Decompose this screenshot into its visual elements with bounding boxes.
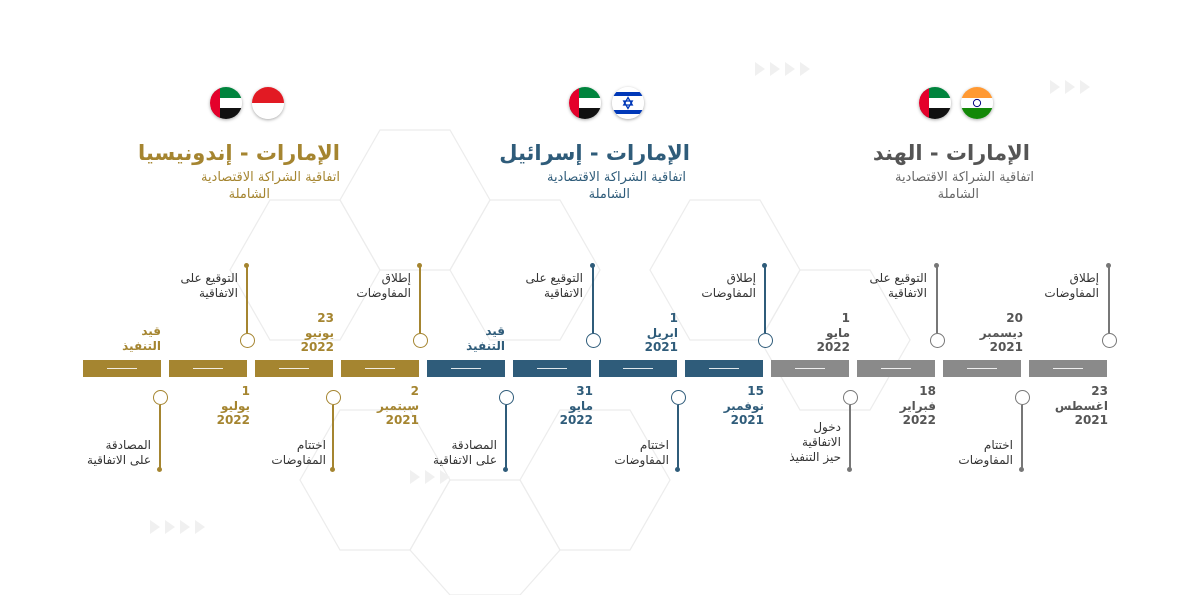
india-group-subtitle: اتفاقية الشراكة الاقتصادية bbox=[894, 170, 1034, 185]
india-signing-label: التوقيع على الاتفاقية bbox=[869, 271, 927, 300]
timeline-segment bbox=[341, 360, 419, 377]
timeline-segment bbox=[599, 360, 677, 377]
timeline-segment bbox=[771, 360, 849, 377]
indonesia-group-subtitle: اتفاقية الشراكة الاقتصادية bbox=[200, 170, 340, 185]
milestone-dot bbox=[762, 263, 767, 268]
milestone-stem bbox=[849, 405, 851, 469]
milestone-stem bbox=[764, 266, 766, 333]
milestone-circle bbox=[1102, 333, 1117, 348]
milestone-stem bbox=[936, 266, 938, 333]
indonesia-enforcement-label: قيد التنفيذ bbox=[122, 324, 161, 353]
indonesia-ratification-date: 1 يوليو 2022 bbox=[216, 384, 250, 427]
indonesia-signing-date: 23 يونيو 2022 bbox=[300, 311, 334, 354]
israel-group-title: الإمارات - إسرائيل bbox=[499, 141, 690, 165]
milestone-dot bbox=[934, 263, 939, 268]
milestone-dot bbox=[1019, 467, 1024, 472]
milestone-stem bbox=[419, 266, 421, 333]
milestone-circle bbox=[843, 390, 858, 405]
uae-flag-icon bbox=[919, 87, 951, 119]
israel-conclusion-date: 1 ابريل 2021 bbox=[644, 311, 678, 354]
india-conclusion-date: 20 ديسمبر 2021 bbox=[979, 311, 1023, 354]
milestone-circle bbox=[671, 390, 686, 405]
milestone-dot bbox=[417, 263, 422, 268]
milestone-circle bbox=[240, 333, 255, 348]
milestone-stem bbox=[246, 266, 248, 333]
milestone-dot bbox=[244, 263, 249, 268]
timeline-segment bbox=[255, 360, 333, 377]
milestone-circle bbox=[413, 333, 428, 348]
israel-signing-date: 31 مايو 2022 bbox=[559, 384, 593, 427]
indonesia-group-title: الإمارات - إندونيسيا bbox=[137, 141, 340, 165]
israel-group-subtitle-line2: الشاملة bbox=[588, 187, 630, 202]
israel-launch-date: 15 نوفمبر 2021 bbox=[723, 384, 764, 427]
milestone-dot bbox=[847, 467, 852, 472]
israel-flag-icon bbox=[612, 87, 644, 119]
milestone-circle bbox=[1015, 390, 1030, 405]
indonesia-signing-label: التوقيع على الاتفاقية bbox=[180, 271, 238, 300]
india-flag-icon bbox=[961, 87, 993, 119]
milestone-stem bbox=[677, 405, 679, 469]
milestone-circle bbox=[326, 390, 341, 405]
milestone-stem bbox=[159, 405, 161, 469]
timeline-segment bbox=[685, 360, 763, 377]
israel-enforcement-label: قيد التنفيذ bbox=[466, 324, 505, 353]
israel-launch-label: إطلاق المفاوضات bbox=[701, 271, 756, 300]
uae-flag-icon bbox=[569, 87, 601, 119]
indonesia-ratification-label: المصادقة على الاتفاقية bbox=[87, 438, 151, 467]
milestone-dot bbox=[1106, 263, 1111, 268]
timeline-segment bbox=[513, 360, 591, 377]
india-group-subtitle-line2: الشاملة bbox=[937, 187, 979, 202]
israel-signing-label: التوقيع على الاتفاقية bbox=[525, 271, 583, 300]
israel-group-subtitle: اتفاقية الشراكة الاقتصادية bbox=[546, 170, 686, 185]
timeline-segment bbox=[427, 360, 505, 377]
india-entry-into-force-label: دخول الاتفاقية حيز التنفيذ bbox=[789, 420, 841, 464]
milestone-dot bbox=[330, 467, 335, 472]
india-launch-label: إطلاق المفاوضات bbox=[1044, 271, 1099, 300]
israel-ratification-label: المصادقة على الاتفاقية bbox=[433, 438, 497, 467]
timeline-segment bbox=[1029, 360, 1107, 377]
milestone-stem bbox=[1021, 405, 1023, 469]
milestone-stem bbox=[505, 405, 507, 469]
timeline-segment bbox=[857, 360, 935, 377]
milestone-dot bbox=[675, 467, 680, 472]
uae-flag-icon bbox=[210, 87, 242, 119]
indonesia-launch-label: إطلاق المفاوضات bbox=[356, 271, 411, 300]
timeline-segment bbox=[169, 360, 247, 377]
milestone-circle bbox=[499, 390, 514, 405]
milestone-stem bbox=[1108, 266, 1110, 333]
israel-conclusion-label: اختتام المفاوضات bbox=[614, 438, 669, 467]
india-group-title: الإمارات - الهند bbox=[872, 141, 1030, 165]
india-conclusion-label: اختتام المفاوضات bbox=[958, 438, 1013, 467]
milestone-dot bbox=[590, 263, 595, 268]
milestone-circle bbox=[153, 390, 168, 405]
indonesia-group-subtitle-line2: الشاملة bbox=[228, 187, 270, 202]
milestone-stem bbox=[592, 266, 594, 333]
milestone-circle bbox=[930, 333, 945, 348]
indonesia-launch-date: 2 سبتمبر 2021 bbox=[376, 384, 419, 427]
india-signing-date: 18 فبراير 2022 bbox=[899, 384, 936, 427]
india-launch-date: 23 اغسطس 2021 bbox=[1054, 384, 1108, 427]
india-entry-date: 1 مايو 2022 bbox=[816, 311, 850, 354]
milestone-circle bbox=[586, 333, 601, 348]
indonesia-flag-icon bbox=[252, 87, 284, 119]
milestone-stem bbox=[332, 405, 334, 469]
timeline-segment bbox=[943, 360, 1021, 377]
milestone-dot bbox=[157, 467, 162, 472]
indonesia-conclusion-label: اختتام المفاوضات bbox=[271, 438, 326, 467]
timeline-segment bbox=[83, 360, 161, 377]
milestone-circle bbox=[758, 333, 773, 348]
milestone-dot bbox=[503, 467, 508, 472]
